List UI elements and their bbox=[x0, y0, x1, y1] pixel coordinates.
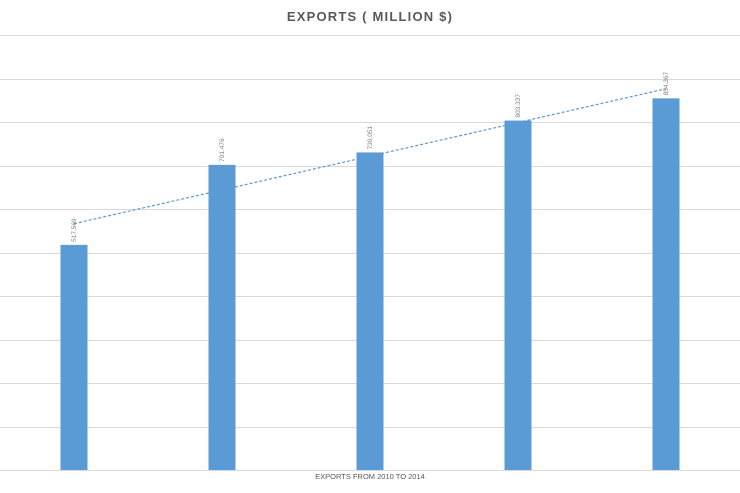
bar-0 bbox=[60, 244, 88, 470]
trendline-group bbox=[73, 88, 667, 225]
bar-1 bbox=[208, 164, 236, 470]
trendline bbox=[73, 88, 667, 225]
data-labels: 517.569 701.476 730.051 803.337 854.367 bbox=[71, 71, 670, 241]
chart-title: EXPORTS ( MILLION $) bbox=[287, 9, 453, 24]
data-label-2: 730.051 bbox=[367, 126, 374, 150]
bar-3 bbox=[504, 120, 532, 471]
data-label-1: 701.476 bbox=[219, 138, 226, 162]
data-label-4: 854.367 bbox=[663, 71, 670, 95]
bar-4 bbox=[652, 98, 680, 471]
x-axis-label: EXPORTS FROM 2010 TO 2014 bbox=[315, 472, 425, 481]
bars bbox=[60, 98, 680, 471]
data-label-0: 517.569 bbox=[71, 218, 78, 242]
bar-2 bbox=[356, 152, 384, 471]
data-label-3: 803.337 bbox=[515, 94, 522, 118]
